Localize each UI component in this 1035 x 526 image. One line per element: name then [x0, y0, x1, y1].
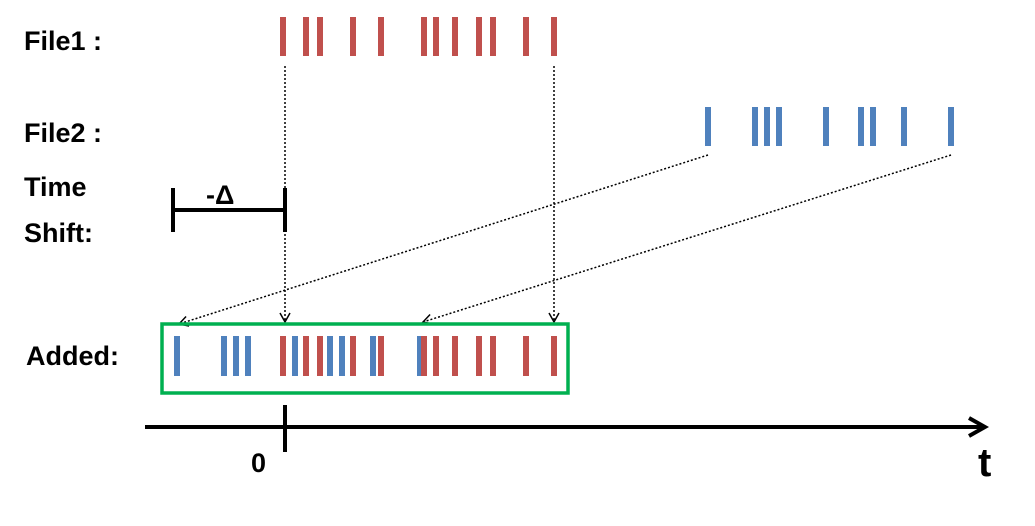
spike-trains: [174, 17, 954, 376]
file2-spike: [776, 107, 782, 146]
added-spike-file1: [490, 336, 496, 376]
added-spike-file2: [327, 336, 333, 376]
added-spike-file1: [303, 336, 309, 376]
added-spike-file2: [174, 336, 180, 376]
file2-last-arrow: [421, 154, 952, 325]
file1-spike: [476, 17, 482, 56]
added-box: [160, 322, 570, 395]
origin-label: 0: [251, 448, 266, 478]
added-spike-file2: [233, 336, 239, 376]
file1-spike: [350, 17, 356, 56]
added-spike-file1: [476, 336, 482, 376]
file1-spike: [523, 17, 529, 56]
file2-spike: [870, 107, 876, 146]
file1-spike: [452, 17, 458, 56]
added-spike-file1: [433, 336, 439, 376]
file2-spike: [705, 107, 711, 146]
file1-spike: [378, 17, 384, 56]
delta-label: -Δ: [206, 180, 234, 210]
added-spike-file1: [350, 336, 356, 376]
added-spike-file1: [280, 336, 286, 376]
file1-spike: [303, 17, 309, 56]
file2-spike: [948, 107, 954, 146]
file1-spike: [551, 17, 557, 56]
file1-spike: [280, 17, 286, 56]
added-spike-file1: [378, 336, 384, 376]
added-label: Added:: [26, 341, 119, 371]
file1-spike: [317, 17, 323, 56]
added-spike-file2: [339, 336, 345, 376]
file1-label: File1 :: [24, 26, 102, 56]
added-spike-file1: [452, 336, 458, 376]
added-spike-file1: [551, 336, 557, 376]
time-shift-label-line2: Shift:: [24, 218, 93, 248]
added-spike-file2: [221, 336, 227, 376]
file2-spike: [823, 107, 829, 146]
file1-spike: [433, 17, 439, 56]
file2-spike: [764, 107, 770, 146]
mapping-arrows: [177, 66, 952, 327]
added-spike-file2: [370, 336, 376, 376]
file1-spike: [421, 17, 427, 56]
added-spike-file2: [292, 336, 298, 376]
added-spike-file2: [245, 336, 251, 376]
file2-label: File2 :: [24, 118, 102, 148]
added-spike-file1: [317, 336, 323, 376]
file2-spike: [752, 107, 758, 146]
added-spike-file1: [523, 336, 529, 376]
file1-spike: [490, 17, 496, 56]
file2-spike: [901, 107, 907, 146]
file2-spike: [858, 107, 864, 146]
file2-first-arrow: [177, 154, 709, 327]
added-spike-file1: [421, 336, 427, 376]
time-shift-label-line1: Time: [24, 172, 87, 202]
added-spike-file2: [417, 336, 423, 376]
axis-label-t: t: [978, 441, 991, 485]
